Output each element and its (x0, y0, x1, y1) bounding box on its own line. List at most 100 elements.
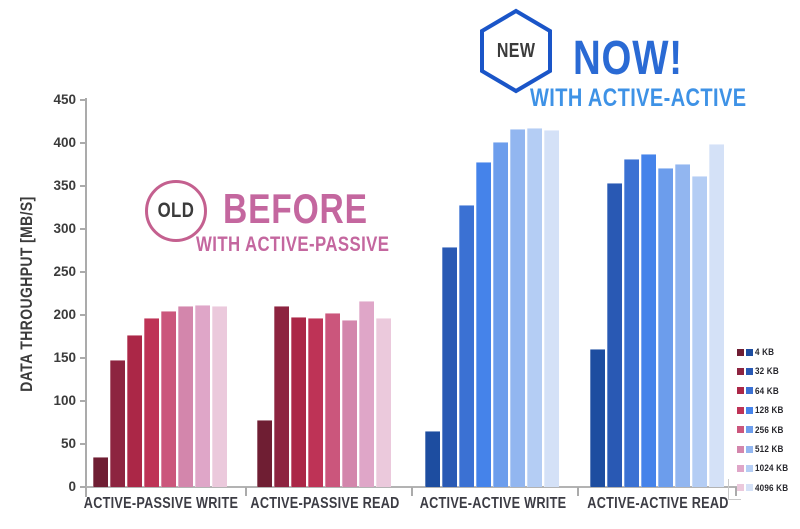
bar-active-passive-read-4096KB (376, 318, 391, 487)
legend-label: 1024 KB (755, 463, 789, 474)
bar-active-passive-read-64KB (291, 317, 306, 487)
bar-active-passive-read-32KB (274, 306, 289, 487)
bar-active-passive-write-512KB (178, 306, 193, 487)
y-axis-tick (80, 271, 86, 273)
legend-swatch-blue (746, 445, 753, 453)
bar-active-active-read-4KB (590, 349, 605, 487)
y-axis-tick (80, 486, 86, 488)
new-badge: NEW (477, 8, 555, 94)
legend-label: 4 KB (755, 347, 775, 357)
legend-item: 128 KB (737, 405, 787, 415)
bar-active-passive-write-4KB (93, 457, 108, 487)
before-title: BEFORE (223, 185, 368, 232)
y-tick-label: 400 (53, 135, 76, 150)
y-axis-tick (80, 400, 86, 402)
bar-active-active-write-64KB (459, 205, 474, 487)
y-axis-tick (80, 142, 86, 144)
x-axis-tick (411, 487, 413, 496)
legend-item: 512 KB (737, 444, 787, 454)
before-subtitle: WITH ACTIVE-PASSIVE (196, 233, 390, 256)
legend-item: 1024 KB (737, 463, 792, 473)
legend-swatch-blue (746, 464, 753, 472)
old-badge: OLD (145, 180, 207, 242)
bar-active-passive-write-1024KB (195, 305, 210, 487)
x-axis-tick (735, 487, 737, 496)
y-axis-line (85, 98, 87, 497)
y-tick-label: 50 (60, 436, 76, 451)
x-category-label: ACTIVE-ACTIVE READ (586, 495, 729, 512)
y-axis-title: DATA THROUGHPUT [MB/S] (17, 196, 36, 392)
y-axis-tick (80, 228, 86, 230)
new-badge-label: NEW (496, 39, 536, 62)
bar-active-passive-read-512KB (342, 320, 357, 487)
bar-active-active-read-128KB (641, 154, 656, 487)
bar-active-passive-write-256KB (161, 311, 176, 487)
bar-active-active-read-64KB (624, 159, 639, 487)
x-category-label: ACTIVE-PASSIVE WRITE (83, 495, 238, 512)
legend-swatch-red (737, 406, 744, 414)
legend-label: 4096 KB (755, 482, 789, 493)
legend-swatch-blue (746, 426, 753, 434)
y-axis-tick (80, 314, 86, 316)
y-axis-tick (80, 99, 86, 101)
bar-active-passive-read-1024KB (359, 301, 374, 487)
y-tick-label: 300 (53, 221, 76, 236)
x-category-label: ACTIVE-ACTIVE WRITE (419, 495, 566, 512)
bar-active-active-write-4KB (425, 431, 440, 487)
bar-active-active-write-32KB (442, 247, 457, 487)
bar-active-passive-read-4KB (257, 420, 272, 487)
legend-label: 64 KB (755, 385, 779, 396)
y-tick-label: 0 (68, 479, 76, 494)
x-axis-tick (85, 487, 87, 496)
legend-label: 512 KB (755, 444, 784, 454)
y-axis-tick (80, 443, 86, 445)
bar-active-active-read-512KB (675, 164, 690, 487)
legend-label: 256 KB (755, 424, 784, 435)
legend-item: 4 KB (737, 347, 776, 357)
x-category-label: ACTIVE-PASSIVE READ (249, 495, 400, 512)
legend-item: 4096 KB (737, 483, 792, 493)
y-tick-label: 250 (53, 264, 76, 279)
x-axis-tick (245, 487, 247, 496)
y-tick-label: 350 (53, 178, 76, 193)
bar-active-active-write-256KB (493, 142, 508, 487)
bar-active-passive-write-4096KB (212, 306, 227, 487)
legend-swatch-blue (746, 484, 753, 492)
legend-item: 64 KB (737, 386, 782, 396)
bar-active-active-read-32KB (607, 183, 622, 487)
bar-active-passive-read-128KB (308, 318, 323, 487)
bar-active-active-write-128KB (476, 162, 491, 487)
y-tick-label: 450 (53, 92, 76, 107)
legend-label: 128 KB (755, 405, 784, 416)
bar-active-passive-write-64KB (127, 335, 142, 487)
legend-label: 32 KB (755, 366, 779, 377)
now-title: NOW! (573, 32, 683, 85)
legend-swatch-red (737, 367, 744, 375)
legend-box-corner (728, 479, 729, 500)
y-tick-label: 200 (53, 307, 76, 322)
legend-swatch-red (737, 348, 744, 356)
y-tick-label: 150 (53, 350, 76, 365)
x-axis-tick (577, 487, 579, 496)
legend-box-corner (728, 499, 741, 500)
bar-active-active-read-1024KB (692, 176, 707, 487)
bar-active-passive-write-32KB (110, 360, 125, 487)
y-tick-label: 100 (53, 393, 76, 408)
legend-swatch-red (737, 387, 744, 395)
legend-swatch-blue (746, 348, 753, 356)
legend-swatch-blue (746, 367, 753, 375)
legend-swatch-red (737, 445, 744, 453)
bar-active-active-read-4096KB (709, 144, 724, 487)
legend-swatch-red (737, 426, 744, 434)
now-subtitle: WITH ACTIVE-ACTIVE (530, 84, 747, 112)
hexagon-icon (480, 8, 552, 94)
bar-active-passive-write-128KB (144, 318, 159, 487)
legend-item: 256 KB (737, 425, 787, 435)
legend-swatch-blue (746, 406, 753, 414)
old-badge-label: OLD (157, 199, 195, 222)
bar-active-active-write-512KB (510, 129, 525, 487)
legend-swatch-blue (746, 387, 753, 395)
bar-active-passive-read-256KB (325, 313, 340, 487)
y-axis-tick (80, 185, 86, 187)
